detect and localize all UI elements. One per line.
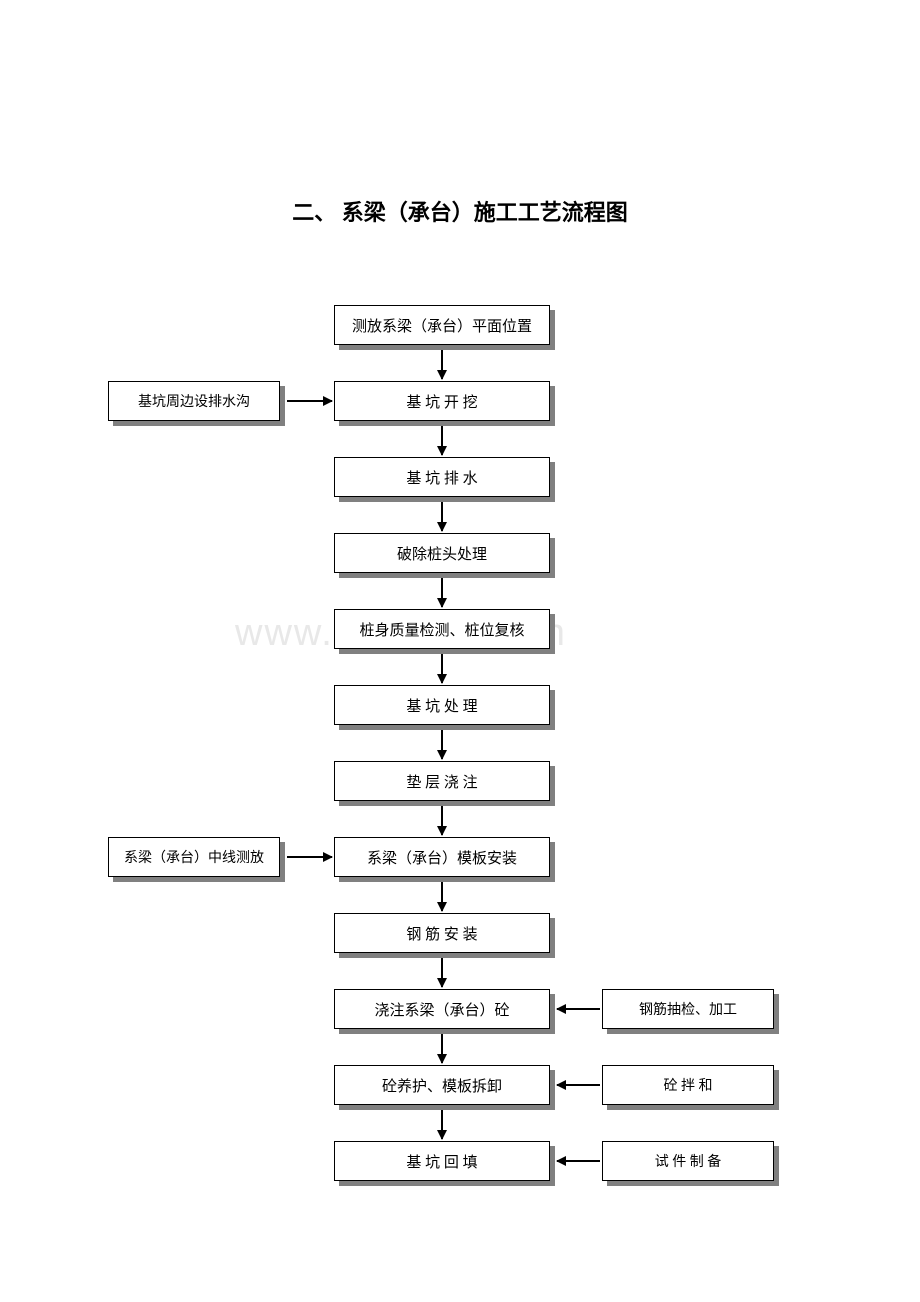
main-node-n2-label: 基 坑 开 挖 xyxy=(334,381,550,421)
main-node-n2: 基 坑 开 挖 xyxy=(334,381,550,421)
main-node-n5: 桩身质量检测、桩位复核 xyxy=(334,609,550,649)
flow-arrow-left xyxy=(557,1084,600,1086)
right-node-r2-label: 砼 拌 和 xyxy=(602,1065,774,1105)
main-node-n3: 基 坑 排 水 xyxy=(334,457,550,497)
right-node-r1-label: 钢筋抽检、加工 xyxy=(602,989,774,1029)
main-node-n11: 砼养护、模板拆卸 xyxy=(334,1065,550,1105)
flow-arrow-down xyxy=(441,654,443,683)
main-node-n9: 钢 筋 安 装 xyxy=(334,913,550,953)
right-node-r3-label: 试 件 制 备 xyxy=(602,1141,774,1181)
flow-arrow-down xyxy=(441,350,443,379)
left-node-l1: 基坑周边设排水沟 xyxy=(108,381,280,421)
main-node-n1-label: 测放系梁（承台）平面位置 xyxy=(334,305,550,345)
main-node-n4: 破除桩头处理 xyxy=(334,533,550,573)
flow-arrow-down xyxy=(441,958,443,987)
main-node-n11-label: 砼养护、模板拆卸 xyxy=(334,1065,550,1105)
flow-arrow-down xyxy=(441,1110,443,1139)
main-node-n4-label: 破除桩头处理 xyxy=(334,533,550,573)
left-node-l1-label: 基坑周边设排水沟 xyxy=(108,381,280,421)
main-node-n9-label: 钢 筋 安 装 xyxy=(334,913,550,953)
right-node-r1: 钢筋抽检、加工 xyxy=(602,989,774,1029)
main-node-n10: 浇注系梁（承台）砼 xyxy=(334,989,550,1029)
right-node-r3: 试 件 制 备 xyxy=(602,1141,774,1181)
main-node-n8-label: 系梁（承台）模板安装 xyxy=(334,837,550,877)
left-node-l2-label: 系梁（承台）中线测放 xyxy=(108,837,280,877)
main-node-n12-label: 基 坑 回 填 xyxy=(334,1141,550,1181)
left-node-l2: 系梁（承台）中线测放 xyxy=(108,837,280,877)
main-node-n12: 基 坑 回 填 xyxy=(334,1141,550,1181)
flow-arrow-down xyxy=(441,502,443,531)
main-node-n5-label: 桩身质量检测、桩位复核 xyxy=(334,609,550,649)
main-node-n7-label: 垫 层 浇 注 xyxy=(334,761,550,801)
flowchart-title: 二、 系梁（承台）施工工艺流程图 xyxy=(0,195,920,227)
main-node-n6: 基 坑 处 理 xyxy=(334,685,550,725)
right-node-r2: 砼 拌 和 xyxy=(602,1065,774,1105)
flow-arrow-down xyxy=(441,578,443,607)
flow-arrow-left xyxy=(557,1160,600,1162)
main-node-n8: 系梁（承台）模板安装 xyxy=(334,837,550,877)
flow-arrow-down xyxy=(441,1034,443,1063)
flow-arrow-left xyxy=(557,1008,600,1010)
main-node-n6-label: 基 坑 处 理 xyxy=(334,685,550,725)
flow-arrow-down xyxy=(441,730,443,759)
main-node-n1: 测放系梁（承台）平面位置 xyxy=(334,305,550,345)
flow-arrow-down xyxy=(441,426,443,455)
flow-arrow-right xyxy=(287,856,332,858)
flow-arrow-right xyxy=(287,400,332,402)
main-node-n7: 垫 层 浇 注 xyxy=(334,761,550,801)
flow-arrow-down xyxy=(441,806,443,835)
main-node-n10-label: 浇注系梁（承台）砼 xyxy=(334,989,550,1029)
flow-arrow-down xyxy=(441,882,443,911)
main-node-n3-label: 基 坑 排 水 xyxy=(334,457,550,497)
